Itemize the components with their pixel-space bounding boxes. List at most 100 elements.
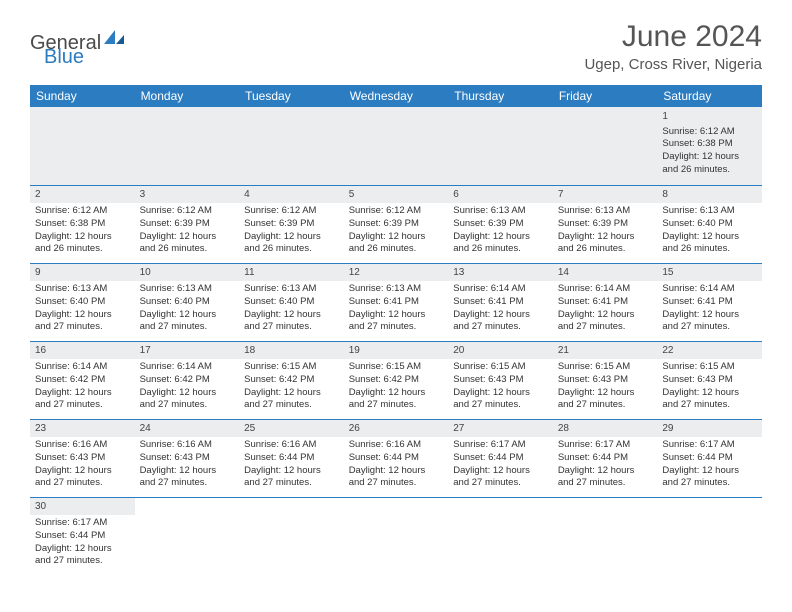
calendar-week-row: 1Sunrise: 6:12 AMSunset: 6:38 PMDaylight… (30, 107, 762, 185)
day-header: Monday (135, 85, 240, 107)
day-header: Sunday (30, 85, 135, 107)
calendar-day-cell: 14Sunrise: 6:14 AMSunset: 6:41 PMDayligh… (553, 263, 658, 341)
day-detail: Sunrise: 6:12 AMSunset: 6:38 PMDaylight:… (35, 205, 130, 256)
day-number: 22 (657, 342, 762, 360)
day-number: 1 (662, 110, 757, 126)
calendar-week-row: 9Sunrise: 6:13 AMSunset: 6:40 PMDaylight… (30, 263, 762, 341)
calendar-day-cell (553, 107, 658, 185)
day-detail: Sunrise: 6:12 AMSunset: 6:38 PMDaylight:… (662, 126, 757, 177)
day-detail: Sunrise: 6:13 AMSunset: 6:40 PMDaylight:… (244, 283, 339, 334)
day-number: 4 (239, 186, 344, 204)
calendar-day-cell: 2Sunrise: 6:12 AMSunset: 6:38 PMDaylight… (30, 185, 135, 263)
day-header: Tuesday (239, 85, 344, 107)
calendar-day-cell (239, 497, 344, 575)
day-number: 6 (448, 186, 553, 204)
day-header: Thursday (448, 85, 553, 107)
day-detail: Sunrise: 6:13 AMSunset: 6:39 PMDaylight:… (558, 205, 653, 256)
day-number: 13 (448, 264, 553, 282)
calendar-day-cell (135, 107, 240, 185)
day-number: 21 (553, 342, 658, 360)
day-number: 8 (657, 186, 762, 204)
day-detail: Sunrise: 6:13 AMSunset: 6:39 PMDaylight:… (453, 205, 548, 256)
calendar-day-cell: 27Sunrise: 6:17 AMSunset: 6:44 PMDayligh… (448, 419, 553, 497)
day-detail: Sunrise: 6:14 AMSunset: 6:42 PMDaylight:… (35, 361, 130, 412)
calendar-week-row: 16Sunrise: 6:14 AMSunset: 6:42 PMDayligh… (30, 341, 762, 419)
calendar-day-cell: 23Sunrise: 6:16 AMSunset: 6:43 PMDayligh… (30, 419, 135, 497)
day-number: 23 (30, 420, 135, 438)
day-detail: Sunrise: 6:15 AMSunset: 6:43 PMDaylight:… (558, 361, 653, 412)
calendar-day-cell: 28Sunrise: 6:17 AMSunset: 6:44 PMDayligh… (553, 419, 658, 497)
calendar-day-cell: 25Sunrise: 6:16 AMSunset: 6:44 PMDayligh… (239, 419, 344, 497)
day-number: 19 (344, 342, 449, 360)
calendar-week-row: 30Sunrise: 6:17 AMSunset: 6:44 PMDayligh… (30, 497, 762, 575)
month-title: June 2024 (584, 20, 762, 54)
calendar-day-cell: 7Sunrise: 6:13 AMSunset: 6:39 PMDaylight… (553, 185, 658, 263)
calendar-day-cell: 21Sunrise: 6:15 AMSunset: 6:43 PMDayligh… (553, 341, 658, 419)
day-detail: Sunrise: 6:16 AMSunset: 6:43 PMDaylight:… (35, 439, 130, 490)
calendar-body: 1Sunrise: 6:12 AMSunset: 6:38 PMDaylight… (30, 107, 762, 575)
calendar-day-cell (657, 497, 762, 575)
day-detail: Sunrise: 6:16 AMSunset: 6:44 PMDaylight:… (244, 439, 339, 490)
calendar-day-cell (135, 497, 240, 575)
day-detail: Sunrise: 6:15 AMSunset: 6:43 PMDaylight:… (453, 361, 548, 412)
day-number: 27 (448, 420, 553, 438)
calendar-day-cell: 12Sunrise: 6:13 AMSunset: 6:41 PMDayligh… (344, 263, 449, 341)
calendar-day-cell: 4Sunrise: 6:12 AMSunset: 6:39 PMDaylight… (239, 185, 344, 263)
day-number: 14 (553, 264, 658, 282)
calendar-day-cell: 13Sunrise: 6:14 AMSunset: 6:41 PMDayligh… (448, 263, 553, 341)
day-detail: Sunrise: 6:14 AMSunset: 6:41 PMDaylight:… (662, 283, 757, 334)
day-number: 30 (30, 498, 135, 516)
day-number: 28 (553, 420, 658, 438)
day-number: 26 (344, 420, 449, 438)
day-detail: Sunrise: 6:13 AMSunset: 6:41 PMDaylight:… (349, 283, 444, 334)
calendar-day-cell: 24Sunrise: 6:16 AMSunset: 6:43 PMDayligh… (135, 419, 240, 497)
calendar-day-cell (448, 497, 553, 575)
calendar-day-cell (344, 107, 449, 185)
calendar-day-cell: 10Sunrise: 6:13 AMSunset: 6:40 PMDayligh… (135, 263, 240, 341)
day-detail: Sunrise: 6:13 AMSunset: 6:40 PMDaylight:… (35, 283, 130, 334)
calendar-day-cell (239, 107, 344, 185)
day-number: 20 (448, 342, 553, 360)
day-detail: Sunrise: 6:13 AMSunset: 6:40 PMDaylight:… (662, 205, 757, 256)
day-detail: Sunrise: 6:16 AMSunset: 6:43 PMDaylight:… (140, 439, 235, 490)
day-number: 2 (30, 186, 135, 204)
day-detail: Sunrise: 6:15 AMSunset: 6:43 PMDaylight:… (662, 361, 757, 412)
day-number: 29 (657, 420, 762, 438)
day-number: 24 (135, 420, 240, 438)
calendar-day-cell: 16Sunrise: 6:14 AMSunset: 6:42 PMDayligh… (30, 341, 135, 419)
day-detail: Sunrise: 6:12 AMSunset: 6:39 PMDaylight:… (140, 205, 235, 256)
day-detail: Sunrise: 6:15 AMSunset: 6:42 PMDaylight:… (244, 361, 339, 412)
title-block: June 2024 Ugep, Cross River, Nigeria (584, 20, 762, 73)
day-number: 7 (553, 186, 658, 204)
day-header: Wednesday (344, 85, 449, 107)
day-number: 5 (344, 186, 449, 204)
calendar-day-cell: 11Sunrise: 6:13 AMSunset: 6:40 PMDayligh… (239, 263, 344, 341)
calendar-day-cell (344, 497, 449, 575)
logo-sail-icon (103, 28, 125, 51)
calendar-day-cell: 29Sunrise: 6:17 AMSunset: 6:44 PMDayligh… (657, 419, 762, 497)
calendar-table: SundayMondayTuesdayWednesdayThursdayFrid… (30, 85, 762, 575)
calendar-week-row: 23Sunrise: 6:16 AMSunset: 6:43 PMDayligh… (30, 419, 762, 497)
calendar-day-cell (448, 107, 553, 185)
day-detail: Sunrise: 6:17 AMSunset: 6:44 PMDaylight:… (662, 439, 757, 490)
day-number: 17 (135, 342, 240, 360)
day-number: 3 (135, 186, 240, 204)
day-detail: Sunrise: 6:14 AMSunset: 6:41 PMDaylight:… (558, 283, 653, 334)
page-header: General June 2024 Ugep, Cross River, Nig… (30, 20, 762, 73)
day-detail: Sunrise: 6:17 AMSunset: 6:44 PMDaylight:… (453, 439, 548, 490)
day-detail: Sunrise: 6:15 AMSunset: 6:42 PMDaylight:… (349, 361, 444, 412)
day-header: Friday (553, 85, 658, 107)
calendar-day-cell: 6Sunrise: 6:13 AMSunset: 6:39 PMDaylight… (448, 185, 553, 263)
day-detail: Sunrise: 6:16 AMSunset: 6:44 PMDaylight:… (349, 439, 444, 490)
calendar-header-row: SundayMondayTuesdayWednesdayThursdayFrid… (30, 85, 762, 107)
calendar-day-cell: 9Sunrise: 6:13 AMSunset: 6:40 PMDaylight… (30, 263, 135, 341)
logo-text-blue: Blue (44, 46, 84, 68)
day-number: 25 (239, 420, 344, 438)
logo-line2: Blue (44, 46, 84, 69)
calendar-day-cell: 8Sunrise: 6:13 AMSunset: 6:40 PMDaylight… (657, 185, 762, 263)
day-detail: Sunrise: 6:14 AMSunset: 6:42 PMDaylight:… (140, 361, 235, 412)
day-detail: Sunrise: 6:14 AMSunset: 6:41 PMDaylight:… (453, 283, 548, 334)
day-detail: Sunrise: 6:17 AMSunset: 6:44 PMDaylight:… (35, 517, 130, 568)
day-number: 10 (135, 264, 240, 282)
day-detail: Sunrise: 6:17 AMSunset: 6:44 PMDaylight:… (558, 439, 653, 490)
